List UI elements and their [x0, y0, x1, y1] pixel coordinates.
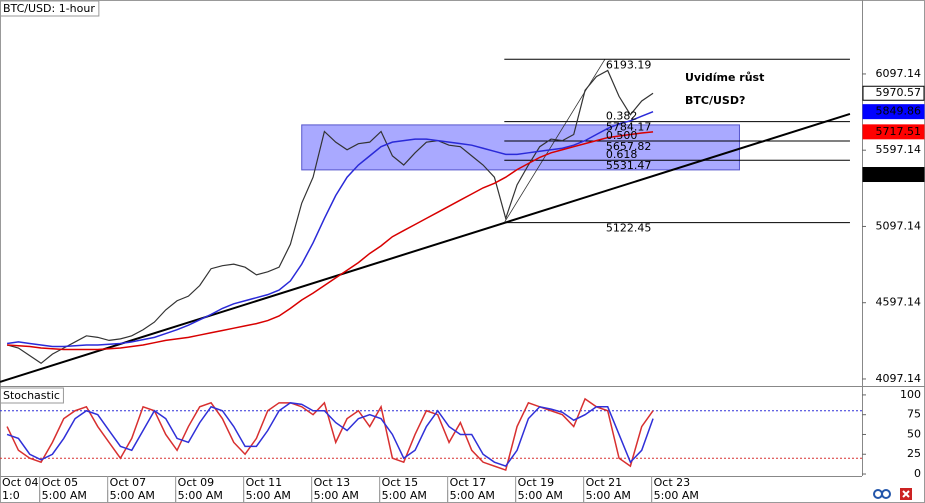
x-tick-label: Oct 23: [654, 476, 691, 489]
price-tag: [862, 124, 925, 140]
x-tick-time-label: 1:0: [2, 489, 20, 502]
fib-value-label: 5122.45: [606, 222, 652, 235]
y-tick-label: 5597.14: [876, 143, 922, 156]
fib-ratio-label: 0.382: [606, 110, 638, 123]
close-glyph: [902, 490, 910, 498]
panel-title-box: [0, 0, 100, 17]
fib-value-label: 5531.47: [606, 159, 652, 172]
annotation: BTC/USD?: [685, 94, 745, 107]
x-tick-time-label: 5:00 AM: [246, 489, 291, 502]
x-tick-label: Oct 19: [518, 476, 555, 489]
y-tick-label: 0: [914, 467, 921, 480]
price-tag: [862, 85, 925, 101]
series-line: [6, 69, 654, 365]
x-tick-time-label: 5:00 AM: [110, 489, 155, 502]
x-tick-time-label: 5:00 AM: [586, 489, 631, 502]
fib-value-label: 5784.17: [606, 121, 652, 134]
x-tick-time-label: 5:00 AM: [518, 489, 563, 502]
price-tag: [862, 167, 925, 183]
panel-title: BTC/USD: 1-hour: [3, 2, 95, 15]
y-tick-label: 50: [907, 427, 921, 440]
x-tick-time-label: 5:00 AM: [314, 489, 359, 502]
series-line: [6, 110, 654, 348]
x-tick-label: Oct 05: [42, 476, 79, 489]
x-tick-time-label: 5:00 AM: [450, 489, 495, 502]
series-line: [6, 402, 654, 468]
y-tick-label: 4097.14: [876, 372, 922, 385]
link-icon[interactable]: [881, 489, 891, 499]
x-tick-label: Oct 21: [586, 476, 623, 489]
series-line: [6, 397, 654, 472]
y-tick-label: 6097.14: [876, 67, 922, 80]
x-tick-time-label: 5:00 AM: [178, 489, 223, 502]
fib-value-label: 6193.19: [606, 58, 652, 71]
y-tick-label: 5097.14: [876, 219, 922, 232]
x-tick-label: Oct 17: [450, 476, 487, 489]
fib-ratio-label: 0.618: [606, 148, 638, 161]
x-tick-label: Oct 09: [178, 476, 215, 489]
toolbar-icons[interactable]: [873, 488, 912, 500]
fib-value-label: 5657.82: [606, 140, 652, 153]
fib-ratio-label: 0.500: [606, 129, 638, 142]
label-layer: 6193.19 5122.45 0.3825784.170.5005657.820.…: [0, 0, 925, 404]
price-tag-label: 5437.74: [876, 168, 922, 181]
x-tick-label: Oct 13: [314, 476, 351, 489]
x-tick-label: Oct 07: [110, 476, 147, 489]
support-zone: [301, 124, 740, 171]
annotation: Uvidíme růst: [685, 71, 764, 84]
y-tick-label: 100: [900, 388, 921, 401]
x-tick-label: Oct 11: [246, 476, 283, 489]
x-tick-label: Oct 04: [2, 476, 39, 489]
y-tick-label: 25: [907, 447, 921, 460]
x-tick-time-label: 5:00 AM: [42, 489, 87, 502]
link-icon[interactable]: [873, 489, 883, 499]
price-tag-label: 5849.86: [876, 105, 922, 118]
y-tick-label: 4597.14: [876, 296, 922, 309]
panel-title: Stochastic: [3, 389, 60, 402]
x-tick-time-label: 5:00 AM: [382, 489, 427, 502]
panel-title-box: [0, 387, 64, 404]
x-tick-label: Oct 15: [382, 476, 419, 489]
x-tick-time-label: 5:00 AM: [654, 489, 699, 502]
plot-layer: 4097.14 4597.14 5097.14 5597.14 6097.14 0 25 50…: [0, 58, 922, 503]
trendline: [0, 112, 851, 383]
price-tag-label: 5970.57: [876, 86, 922, 99]
series-line: [7, 131, 654, 351]
price-tag-label: 5717.51: [876, 125, 922, 138]
y-tick-label: 75: [907, 408, 921, 421]
price-tag: [862, 104, 925, 120]
